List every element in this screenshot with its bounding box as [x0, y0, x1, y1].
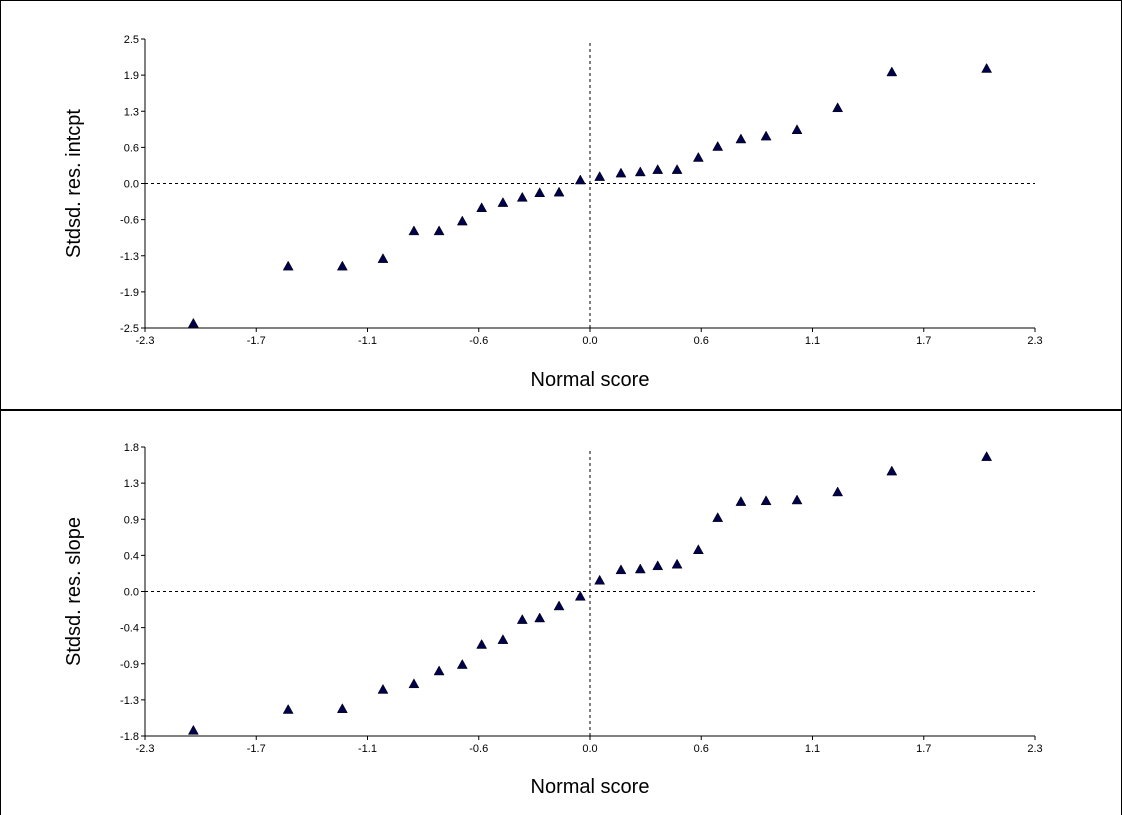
- top-data-point: [886, 66, 898, 77]
- top-data-point: [760, 130, 772, 141]
- bottom-data-point: [634, 563, 646, 574]
- top-data-point: [832, 102, 844, 113]
- bottom-data-point: [832, 486, 844, 497]
- bottom-y-tick-label: -0.4: [120, 623, 139, 635]
- top-y-tick-label: 1.3: [124, 106, 139, 118]
- bottom-data-point: [497, 634, 509, 644]
- bottom-data-point: [886, 465, 898, 476]
- top-data-point: [476, 202, 488, 213]
- top-y-tick-label: -2.5: [120, 323, 139, 335]
- top-x-axis-title: Normal score: [531, 369, 650, 391]
- bottom-data-point: [981, 451, 993, 461]
- bottom-y-tick-label: 1.8: [124, 442, 139, 454]
- bottom-data-point: [336, 703, 348, 713]
- bottom-x-tick-label: -0.6: [469, 743, 488, 755]
- top-y-axis-title: Stdsd. res. intcpt: [63, 109, 85, 258]
- bottom-data-point: [671, 558, 683, 569]
- bottom-data-point: [476, 638, 488, 649]
- bottom-y-axis-title: Stdsd. res. slope: [63, 517, 85, 666]
- top-x-tick-label: 1.7: [916, 335, 931, 347]
- top-data-point: [336, 260, 348, 271]
- top-y-tick-label: 0.0: [124, 179, 139, 191]
- bottom-data-point: [534, 612, 546, 623]
- top-y-tick-label: -1.3: [120, 251, 139, 263]
- top-data-point: [516, 191, 528, 202]
- top-data-point: [408, 225, 420, 236]
- bottom-y-tick-label: -0.9: [120, 659, 139, 671]
- top-y-tick-label: 0.6: [124, 142, 139, 154]
- bottom-data-point: [408, 678, 420, 689]
- panel-separator: [0, 409, 1122, 411]
- top-data-point: [456, 215, 468, 226]
- top-x-tick-label: -0.6: [469, 335, 488, 347]
- bottom-data-point: [456, 659, 468, 669]
- top-data-point: [791, 124, 803, 134]
- top-x-tick-label: 0.0: [582, 335, 597, 347]
- bottom-data-point: [692, 544, 704, 555]
- top-data-point: [594, 171, 606, 181]
- top-y-tick-label: 2.5: [124, 34, 139, 46]
- top-data-point: [497, 197, 509, 207]
- top-data-point: [652, 164, 664, 174]
- top-data-point: [282, 260, 294, 271]
- top-data-point: [735, 133, 747, 144]
- top-data-point: [692, 151, 704, 162]
- top-data-point: [712, 140, 724, 151]
- top-data-point: [671, 164, 683, 174]
- top-data-point: [377, 253, 389, 263]
- bottom-data-point: [553, 600, 565, 611]
- top-x-tick-label: 2.3: [1027, 335, 1042, 347]
- bottom-data-point: [760, 495, 772, 506]
- bottom-data-point: [791, 494, 803, 505]
- top-data-point: [634, 166, 646, 177]
- bottom-x-tick-label: -1.1: [358, 743, 377, 755]
- bottom-y-tick-label: 0.4: [124, 550, 139, 562]
- bottom-data-point: [187, 724, 199, 735]
- top-data-point: [981, 62, 993, 73]
- top-data-point: [553, 186, 565, 197]
- bottom-x-axis-title: Normal score: [531, 776, 650, 798]
- top-y-tick-label: -0.6: [120, 215, 139, 227]
- bottom-y-tick-label: -1.3: [120, 695, 139, 707]
- bottom-data-point: [574, 590, 586, 601]
- top-data-point: [615, 167, 627, 178]
- top-x-tick-label: 0.6: [694, 335, 709, 347]
- top-data-point: [574, 174, 586, 185]
- top-y-tick-label: -1.9: [120, 287, 139, 299]
- bottom-x-tick-label: 0.0: [582, 743, 597, 755]
- bottom-x-tick-label: -1.7: [247, 743, 266, 755]
- top-data-point: [534, 187, 546, 197]
- bottom-x-tick-label: 1.1: [805, 743, 820, 755]
- top-x-tick-label: -2.3: [136, 335, 155, 347]
- bottom-data-point: [594, 574, 606, 585]
- bottom-data-point: [615, 564, 627, 575]
- top-x-tick-label: -1.1: [358, 335, 377, 347]
- bottom-y-tick-label: 1.3: [124, 478, 139, 490]
- bottom-y-tick-label: -1.8: [120, 731, 139, 743]
- bottom-data-point: [712, 512, 724, 522]
- bottom-data-point: [377, 683, 389, 694]
- bottom-x-tick-label: -2.3: [136, 743, 155, 755]
- bottom-data-point: [282, 703, 294, 714]
- top-data-point: [433, 225, 445, 236]
- bottom-x-tick-label: 2.3: [1027, 743, 1042, 755]
- bottom-data-point: [735, 496, 747, 506]
- top-data-point: [187, 317, 199, 328]
- bottom-data-point: [652, 560, 664, 571]
- bottom-x-tick-label: 0.6: [694, 743, 709, 755]
- top-y-tick-label: 1.9: [124, 70, 139, 82]
- bottom-y-tick-label: 0.0: [124, 587, 139, 599]
- bottom-data-point: [433, 665, 445, 676]
- bottom-data-point: [516, 614, 528, 624]
- bottom-y-tick-label: 0.9: [124, 514, 139, 526]
- top-x-tick-label: -1.7: [247, 335, 266, 347]
- bottom-x-tick-label: 1.7: [916, 743, 931, 755]
- top-x-tick-label: 1.1: [805, 335, 820, 347]
